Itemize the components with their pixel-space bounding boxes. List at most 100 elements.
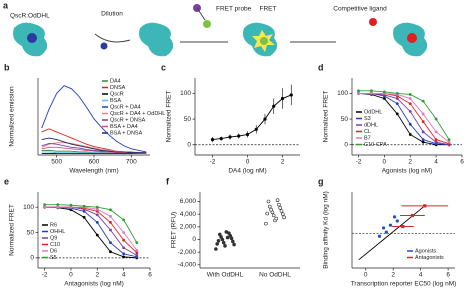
point: [231, 239, 235, 244]
point: [225, 235, 230, 240]
schematic: [13, 4, 428, 57]
point: [277, 202, 281, 207]
panel-label: g: [318, 176, 324, 186]
panel-label: c: [161, 62, 166, 72]
point: [447, 140, 451, 144]
probe: [193, 4, 201, 12]
point: [109, 214, 112, 218]
panel-label: d: [318, 62, 324, 72]
y-tick-label: 4,000: [180, 211, 197, 218]
point: [395, 112, 399, 116]
point: [210, 138, 215, 142]
legend-label: S3: [364, 116, 371, 122]
ligand: [27, 33, 37, 43]
y-tick-label: 0: [30, 255, 34, 262]
x-axis-label: DA4 (log nM): [228, 168, 266, 175]
point: [434, 138, 438, 142]
x-tick-label: With OdDHL: [207, 272, 244, 279]
point: [214, 247, 218, 251]
y-tick-label: 0: [187, 141, 191, 148]
point: [279, 209, 284, 213]
x-axis-label: Wavelength (nm): [69, 168, 118, 175]
point: [219, 136, 223, 141]
legend-label: BSA: [110, 98, 121, 104]
point: [421, 112, 425, 116]
panel-label: f: [166, 176, 170, 186]
y-tick-label: -4,000: [178, 262, 197, 269]
x-tick-label: 0: [246, 159, 250, 166]
point: [135, 251, 139, 255]
x-tick-label: 2: [95, 272, 99, 279]
y-tick-label: 100: [337, 90, 348, 97]
point: [109, 228, 112, 232]
point: [135, 241, 139, 245]
y-tick-label: 100: [23, 204, 34, 211]
point: [280, 212, 285, 216]
point: [245, 132, 250, 137]
x-tick-label: 0: [383, 159, 387, 166]
point: [122, 246, 126, 250]
point: [408, 109, 412, 113]
point: [408, 133, 412, 136]
point: [434, 130, 438, 134]
point: [370, 92, 373, 95]
point: [395, 102, 399, 106]
point: [109, 250, 112, 254]
point: [278, 206, 283, 210]
legend-label: QscR + DNSA: [110, 117, 146, 123]
legend-label: DA4: [110, 78, 121, 84]
x-tick-label: -2: [356, 159, 362, 166]
legend-label: DNSA: [110, 85, 126, 91]
legend-label: QscR: [110, 91, 124, 97]
step-label: Competitive ligand: [333, 6, 387, 13]
legend-label: B7: [364, 135, 371, 141]
point: [224, 230, 229, 234]
point: [421, 120, 425, 124]
point: [421, 138, 425, 142]
point: [122, 255, 126, 259]
series-line: [212, 94, 292, 141]
x-tick-label: 600: [89, 159, 100, 166]
step-label: Dilution: [101, 11, 123, 18]
y-tick-label: 0: [344, 141, 348, 148]
legend-label: C10: [50, 242, 60, 248]
panel-label: b: [4, 62, 10, 72]
point: [266, 199, 271, 204]
y-tick-label: 50: [27, 229, 35, 236]
x-tick-label: 2: [281, 159, 285, 166]
probe: [203, 20, 211, 28]
ligand: [369, 18, 377, 26]
series-line: [44, 206, 138, 251]
point: [377, 234, 382, 238]
point: [395, 219, 399, 223]
arrow: [94, 33, 131, 43]
x-tick-label: 2: [391, 272, 395, 279]
legend-label: QscR + DA4 + OdDHL: [110, 111, 165, 117]
series-line: [358, 92, 450, 143]
point: [95, 213, 99, 217]
point: [388, 223, 393, 227]
point: [223, 244, 227, 248]
point: [69, 203, 73, 207]
legend-label: CL: [364, 129, 371, 135]
point: [221, 240, 226, 245]
point: [274, 216, 279, 221]
point: [95, 205, 99, 209]
point: [122, 252, 126, 256]
point: [370, 89, 373, 93]
point: [215, 242, 219, 246]
series-line: [44, 206, 137, 259]
point: [43, 203, 46, 207]
step-label: FRET: [260, 6, 277, 13]
point: [280, 96, 285, 101]
series-line: [44, 204, 138, 243]
point: [122, 218, 126, 222]
point: [272, 104, 276, 108]
y-axis-label: Normalized FRET: [9, 204, 16, 256]
protein: [139, 22, 174, 57]
point: [56, 203, 60, 207]
point: [265, 211, 270, 216]
series-line: [358, 92, 450, 146]
point: [423, 204, 427, 208]
